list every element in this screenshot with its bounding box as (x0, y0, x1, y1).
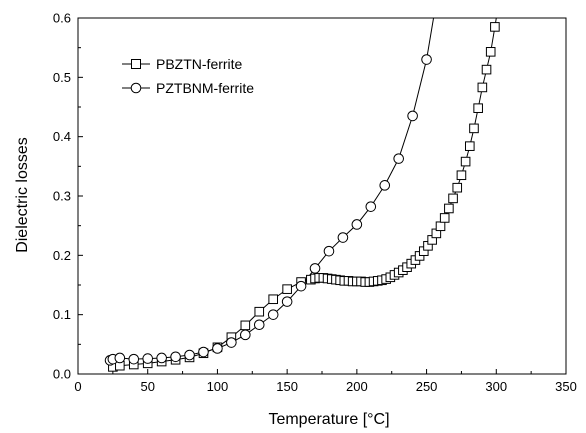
data-point-square (473, 103, 483, 113)
data-point-square (240, 320, 251, 331)
data-point-circle (142, 353, 154, 364)
y-tick-label: 0.2 (53, 248, 71, 263)
data-point-square (435, 221, 446, 232)
data-point-square (444, 203, 454, 214)
data-point-circle (407, 110, 418, 122)
y-tick-label: 0.1 (53, 307, 71, 322)
x-tick-label: 100 (207, 379, 229, 394)
data-point-square (268, 294, 278, 305)
x-tick-label: 300 (485, 379, 507, 394)
data-point-circle (309, 263, 321, 274)
y-tick-label: 0.5 (53, 70, 71, 85)
x-tick-label: 0 (74, 379, 81, 394)
legend-label-pbztn: PBZTN-ferrite (156, 56, 243, 72)
x-tick-label: 150 (276, 379, 298, 394)
y-tick-label: 0.4 (53, 129, 71, 144)
data-point-square (456, 170, 467, 181)
legend-marker-circle (130, 82, 142, 94)
data-point-circle (198, 346, 209, 358)
data-point-square (254, 306, 265, 317)
data-point-circle (184, 349, 195, 361)
x-tick-label: 200 (346, 379, 368, 394)
data-point-circle (212, 343, 223, 354)
data-point-square (282, 284, 292, 294)
data-point-square (439, 213, 450, 223)
data-point-circle (393, 153, 404, 164)
y-axis-title: Dielectric losses (14, 137, 31, 253)
data-point-square (448, 193, 458, 204)
legend: PBZTN-ferrite PZTBNM-ferrite (122, 56, 254, 96)
x-tick-label: 250 (416, 379, 438, 394)
data-point-square (481, 64, 492, 75)
data-point-square (469, 123, 479, 134)
data-point-circle (114, 352, 126, 364)
data-point-circle (421, 54, 432, 65)
y-tick-label: 0.0 (53, 367, 71, 382)
data-point-circle (379, 180, 391, 191)
data-point-circle (226, 337, 237, 348)
data-point-square (452, 182, 463, 193)
x-tick-label: 350 (555, 379, 577, 394)
data-point-circle (337, 232, 349, 243)
data-point-circle (267, 309, 279, 320)
y-tick-label: 0.6 (53, 11, 71, 26)
y-tick-label: 0.3 (53, 189, 71, 204)
legend-marker-square (131, 59, 141, 69)
data-point-circle (128, 353, 140, 365)
data-point-square (460, 156, 471, 167)
legend-label-pztbnm: PZTBNM-ferrite (156, 80, 254, 96)
data-point-circle (351, 219, 363, 230)
data-point-square (485, 47, 496, 57)
data-point-circle (240, 329, 251, 341)
data-point-circle (170, 351, 181, 363)
x-axis-title: Temperature [°C] (268, 411, 389, 428)
data-point-square (477, 82, 488, 93)
data-point-circle (156, 352, 167, 364)
data-point-circle (365, 201, 377, 212)
plot-frame (77, 17, 567, 375)
data-point-square (464, 141, 475, 151)
data-point-circle (323, 245, 335, 257)
tick-labels: 0 50 100 150 200 250 300 350 0.0 0.1 0.2 0.3 0.4 0.5 0… (53, 11, 577, 395)
data-point-square (490, 22, 500, 32)
x-tick-label: 50 (140, 379, 154, 394)
data-point-circle (295, 280, 307, 292)
axis-ticks (77, 17, 567, 375)
data-point-circle (281, 296, 293, 307)
data-point-circle (253, 319, 265, 331)
series-markers (104, 22, 500, 372)
